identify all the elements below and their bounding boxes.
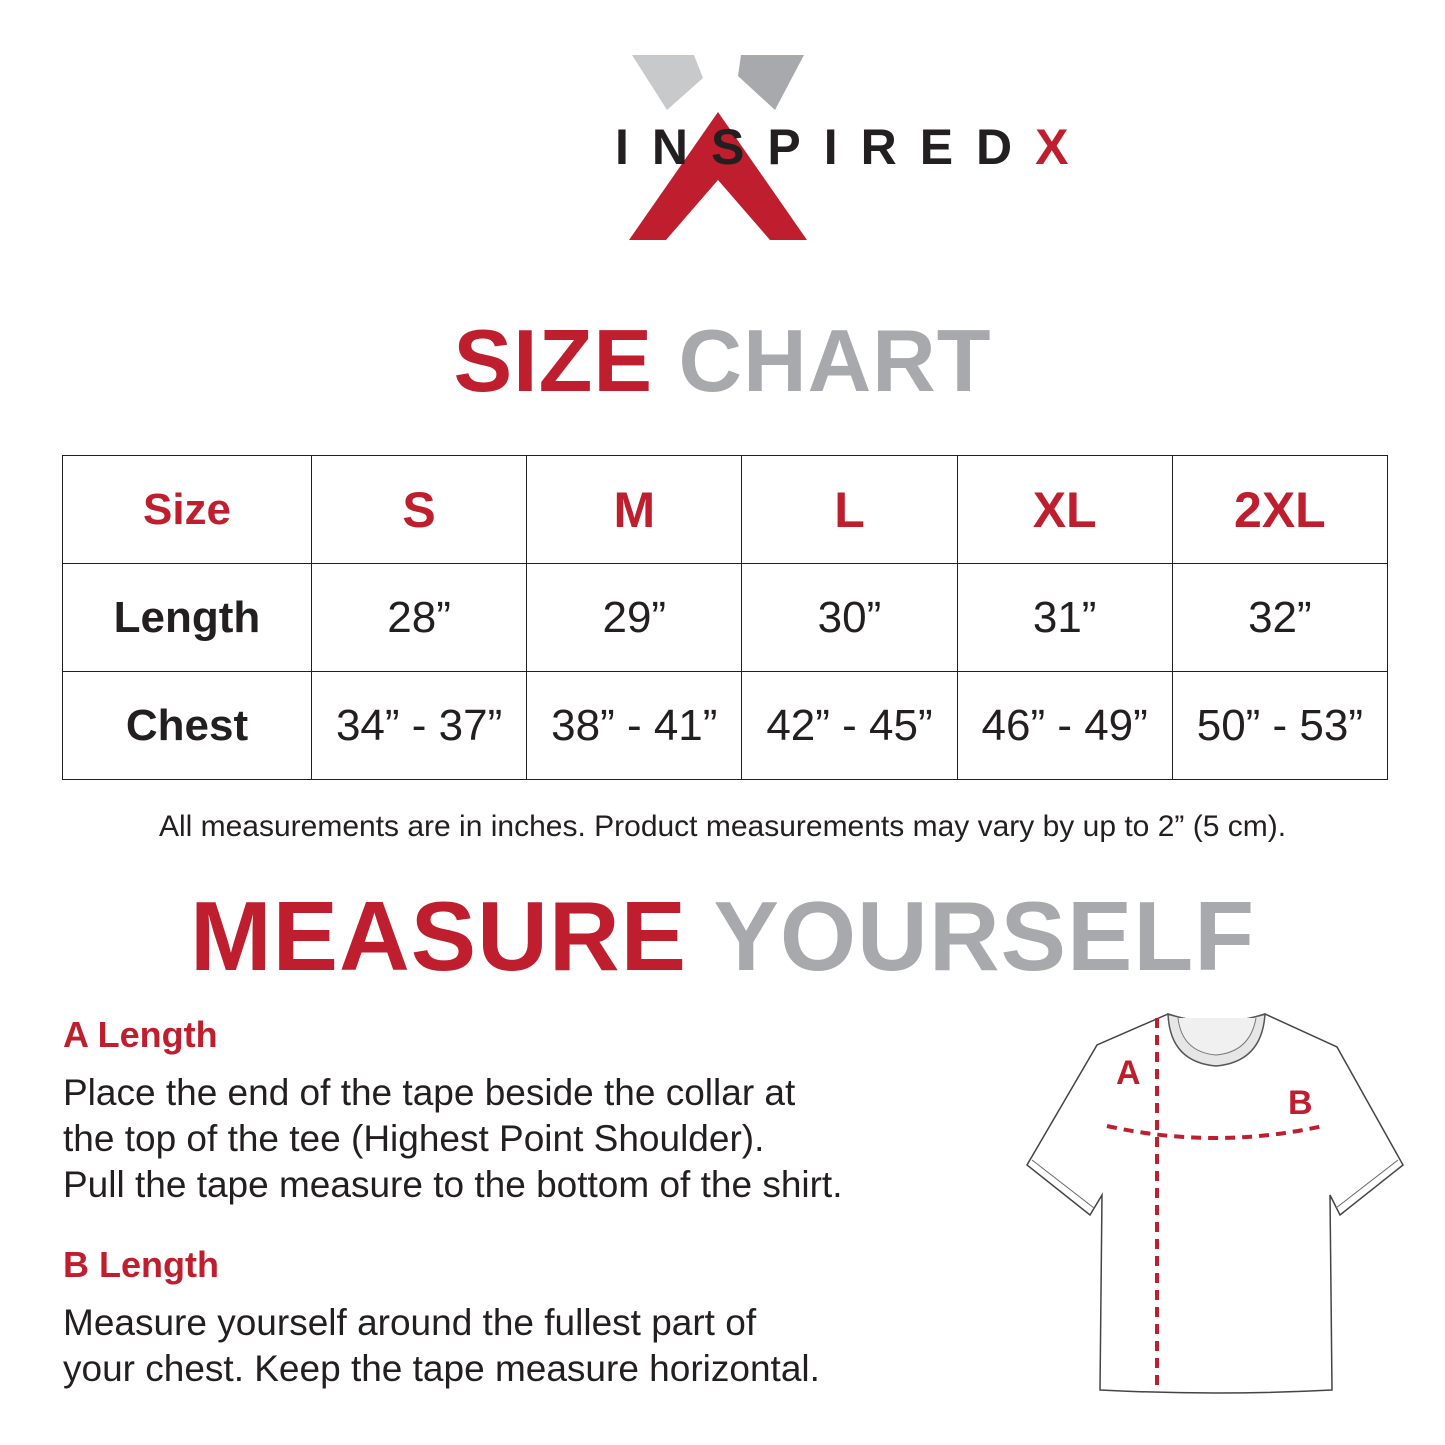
sleeve-hem-right	[1335, 1159, 1399, 1209]
logo-left-chevron	[632, 55, 703, 110]
header-cell: M	[526, 455, 743, 564]
label-b: B	[1288, 1084, 1313, 1122]
text-line: Measure yourself around the fullest part…	[63, 1302, 757, 1343]
text-line: your chest. Keep the tape measure horizo…	[63, 1348, 820, 1389]
table-cell: 38” - 41”	[526, 671, 743, 780]
tshirt-collar	[1167, 1012, 1266, 1067]
header-cell: S	[310, 455, 528, 564]
table-cell: 32”	[1171, 563, 1389, 672]
table-cell: 50” - 53”	[1171, 671, 1389, 780]
section-a-heading: A Length	[63, 1014, 218, 1055]
text-line: Place the end of the tape beside the col…	[63, 1072, 796, 1113]
table-header-row: Size S M L XL 2XL	[62, 455, 1389, 564]
tshirt-outline	[1026, 1013, 1404, 1394]
section-a-text: Place the end of the tape beside the col…	[63, 1070, 1023, 1208]
header-cell: 2XL	[1171, 455, 1389, 564]
tshirt-collar-inner	[1177, 1017, 1257, 1056]
brand-wordmark: INSPIREDX	[615, 119, 1092, 175]
header-cell: Size	[62, 455, 312, 564]
row-label: Length	[62, 563, 312, 672]
header-cell: XL	[956, 455, 1173, 564]
table-row: Chest 34” - 37” 38” - 41” 42” - 45” 46” …	[62, 671, 1389, 780]
logo-red-peak	[629, 112, 807, 240]
table-row: Length 28” 29” 30” 31” 32”	[62, 563, 1389, 672]
table-cell: 28”	[310, 563, 528, 672]
label-a: A	[1116, 1054, 1141, 1092]
brand-logo-mark	[629, 55, 807, 240]
text-line: the top of the tee (Highest Point Should…	[63, 1118, 765, 1159]
measure-yourself-title: MEASURE YOURSELF	[189, 881, 1256, 991]
table-cell: 31”	[956, 563, 1173, 672]
chest-measure-line	[1106, 1124, 1324, 1140]
table-cell: 34” - 37”	[310, 671, 528, 780]
table-cell: 46” - 49”	[956, 671, 1173, 780]
section-b-heading: B Length	[63, 1244, 219, 1285]
sleeve-hem-left	[1031, 1159, 1095, 1209]
text-line: Pull the tape measure to the bottom of t…	[63, 1164, 843, 1205]
size-table: Size S M L XL 2XL Length 28” 29” 30” 31”…	[62, 455, 1389, 780]
row-label: Chest	[62, 671, 312, 780]
header-cell: L	[741, 455, 958, 564]
table-cell: 42” - 45”	[741, 671, 958, 780]
table-cell: 30”	[741, 563, 958, 672]
table-cell: 29”	[526, 563, 743, 672]
size-chart-title: SIZE CHART	[453, 311, 992, 410]
section-b-text: Measure yourself around the fullest part…	[63, 1300, 1023, 1392]
logo-right-chevron	[738, 55, 804, 110]
measurement-note: All measurements are in inches. Product …	[158, 810, 1287, 843]
